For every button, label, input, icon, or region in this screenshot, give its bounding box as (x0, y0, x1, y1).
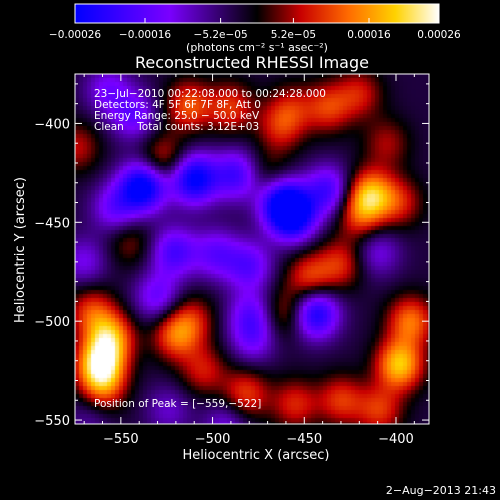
chart-title: Reconstructed RHESSI Image (135, 53, 369, 72)
footer-timestamp: 2−Aug−2013 21:43 (386, 484, 496, 497)
x-axis: −550 −500 −450 −400 (83, 74, 415, 447)
colorbar-units-label: (photons cm⁻² s⁻¹ asec⁻²) (186, 41, 328, 54)
colorbar-tick-label: 5.2e−05 (271, 29, 316, 41)
heatmap-image (75, 74, 429, 424)
y-axis-label: Heliocentric Y (arcsec) (13, 177, 28, 323)
colorbar-tick-label: 0.00026 (417, 29, 461, 41)
annotation-time: 23−Jul−2010 00:22:08.000 to 00:24:28.000 (94, 88, 326, 100)
y-tick-label: −550 (34, 414, 70, 429)
x-axis-label: Heliocentric X (arcsec) (183, 448, 330, 463)
plot-frame (74, 73, 430, 425)
colorbar (74, 3, 440, 24)
heatmap-canvas (75, 74, 429, 424)
y-tick-label: −450 (34, 216, 70, 231)
colorbar-tick-label: 0.00016 (347, 29, 391, 41)
annotation-block: 23−Jul−2010 00:22:08.000 to 00:24:28.000… (94, 88, 326, 133)
colorbar-tick-label: −5.2e−05 (194, 29, 248, 41)
annotation-clean: Clean Total counts: 3.12E+03 (94, 121, 259, 133)
y-tick-label: −400 (34, 117, 70, 132)
x-tick-label: −550 (103, 432, 139, 447)
x-tick-label: −400 (378, 432, 414, 447)
colorbar-tick-label: −0.00026 (49, 29, 102, 41)
x-tick-label: −500 (195, 432, 231, 447)
y-axis: −400 −450 −500 −550 (34, 83, 429, 429)
y-tick-label: −500 (34, 315, 70, 330)
colorbar-tick-label: −0.00016 (119, 29, 172, 41)
annotation-energy: Energy Range: 25.0 − 50.0 keV (94, 110, 260, 122)
peak-label: Position of Peak = [−559,−522] (94, 398, 261, 410)
colorbar-ticks: −0.00026 −0.00016 −5.2e−05 5.2e−05 0.00016 0.… (49, 18, 461, 41)
x-tick-label: −450 (286, 432, 322, 447)
annotation-detectors: Detectors: 4F 5F 6F 7F 8F, Att 0 (94, 99, 261, 111)
